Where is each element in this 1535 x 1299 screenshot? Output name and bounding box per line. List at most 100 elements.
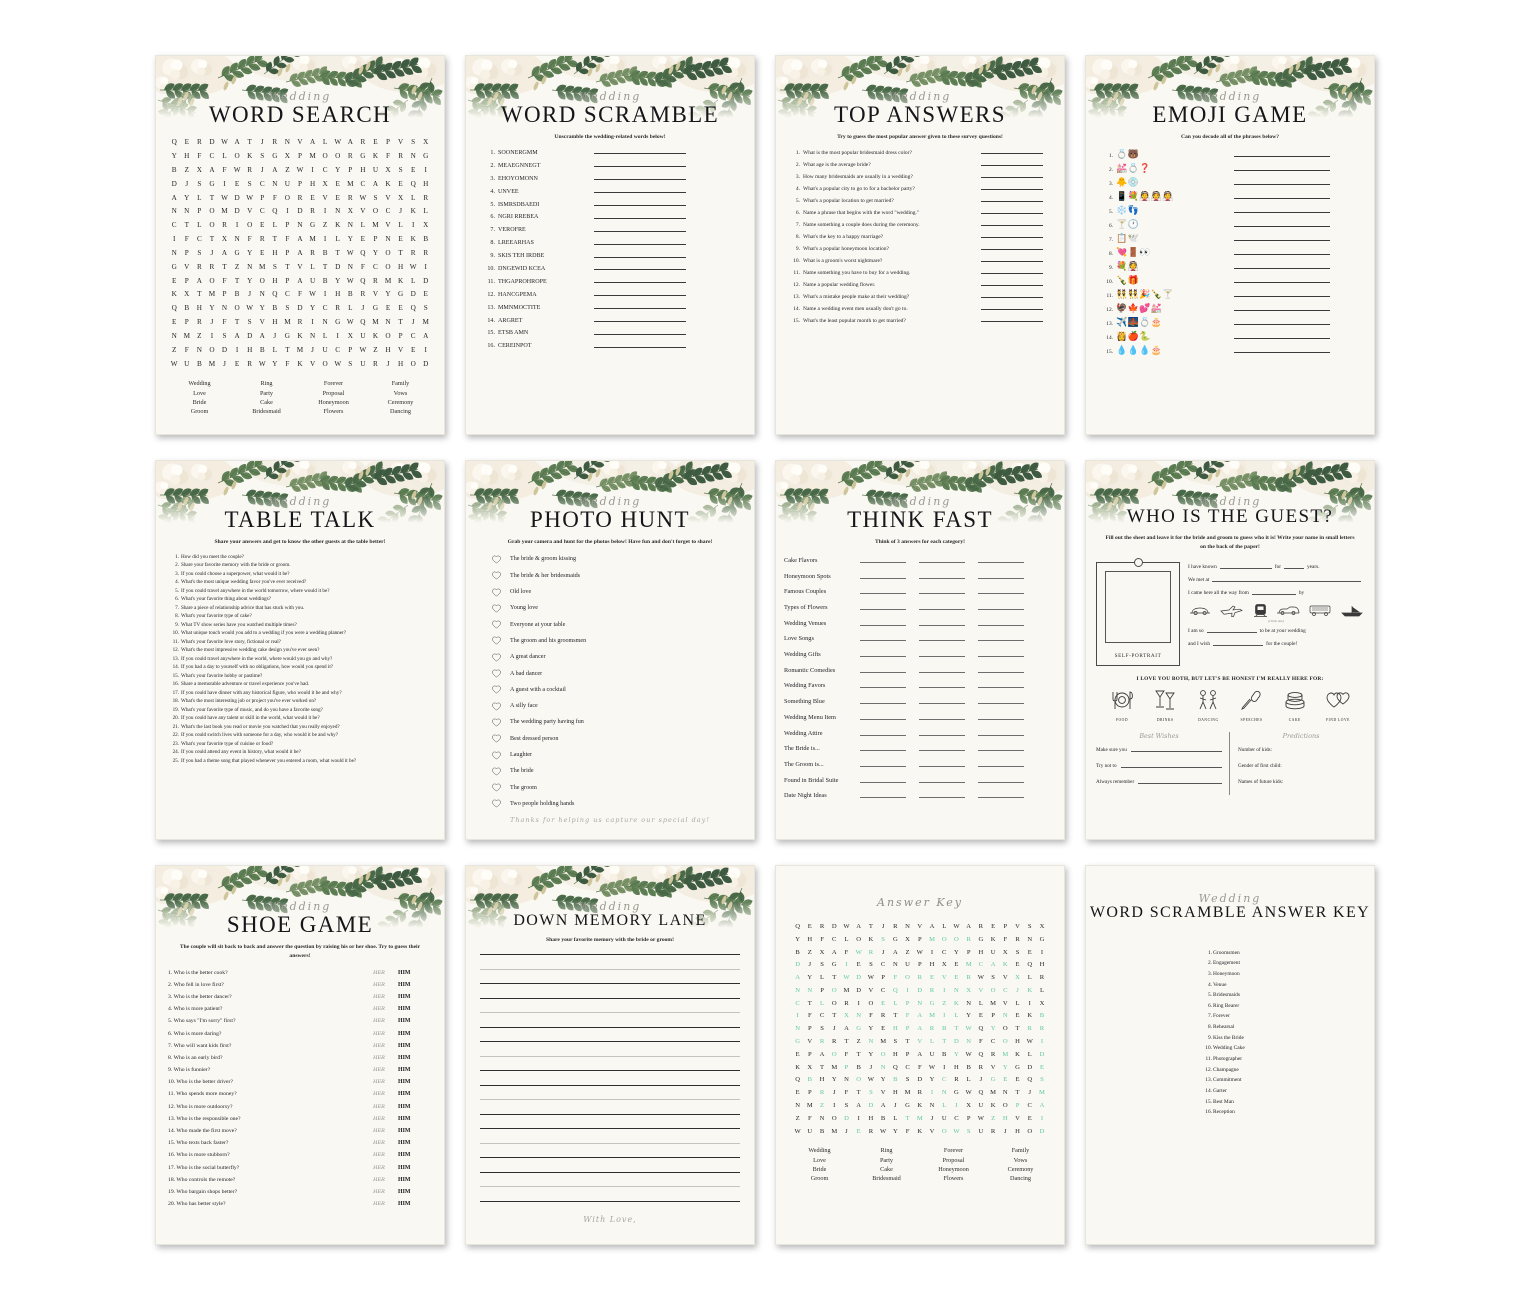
shoe-game-row[interactable]: 18. Who controls the remote? HER HIM (168, 1177, 432, 1183)
answer-blank[interactable] (1234, 226, 1330, 228)
her-option[interactable]: HER (373, 1164, 385, 1171)
answer-blank[interactable] (594, 205, 686, 207)
heart-icon[interactable] (492, 620, 501, 629)
survey-question-row[interactable]: 9. What's a popular honeymoon location? (792, 246, 1048, 252)
here-for-option-find-love[interactable]: FIND LOVE (1318, 689, 1358, 722)
best-wish-field[interactable]: Make sure you (1096, 747, 1222, 753)
answer-blank[interactable] (860, 609, 906, 611)
answer-blank[interactable] (981, 249, 1043, 251)
who-is-the-guest-form[interactable]: SELF-PORTRAIT I have known for years. We… (1086, 556, 1374, 796)
answer-blank[interactable] (1234, 212, 1330, 214)
think-fast-row[interactable]: Love Songs (784, 635, 1056, 642)
answer-blank[interactable] (594, 192, 686, 194)
shoe-game-row[interactable]: 14. Who made the first move? HER HIM (168, 1128, 432, 1134)
answer-blank[interactable] (981, 261, 1043, 263)
field-i-am-so[interactable]: I am so to be at your wedding (1188, 628, 1364, 634)
answer-blank[interactable] (978, 750, 1024, 752)
answer-blank[interactable] (978, 656, 1024, 658)
field-came-from[interactable]: I came here all the way from by (1188, 590, 1364, 596)
him-option[interactable]: HIM (398, 1140, 411, 1147)
answer-blank[interactable] (981, 177, 1043, 179)
scramble-item[interactable]: 8. LREEARHAS (482, 240, 738, 246)
card-think-fast[interactable]: Wedding THINK FAST Think of 3 answers fo… (775, 460, 1065, 840)
best-wish-field[interactable]: Try not to (1096, 763, 1222, 769)
answer-blank[interactable] (978, 577, 1024, 579)
her-option[interactable]: HER (373, 1006, 385, 1013)
her-option[interactable]: HER (373, 969, 385, 976)
prediction-field[interactable]: Gender of first child: (1238, 763, 1364, 769)
writing-line[interactable] (480, 1099, 740, 1101)
writing-line[interactable] (480, 1084, 740, 1086)
heart-icon[interactable] (492, 718, 501, 727)
think-fast-row[interactable]: Wedding Attire (784, 730, 1056, 737)
think-fast-row[interactable]: Cake Flavors (784, 557, 1056, 564)
her-option[interactable]: HER (373, 1067, 385, 1074)
blank-met-at[interactable] (1212, 580, 1361, 582)
emoji-puzzle-row[interactable]: 3. 🐥💿 (1102, 177, 1358, 187)
scramble-item[interactable]: 11. THGAPROHROPE (482, 279, 738, 285)
photo-hunt-item[interactable]: Laughter (492, 751, 754, 760)
heart-icon[interactable] (492, 767, 501, 776)
card-table-talk[interactable]: Wedding TABLE TALK Share your answers an… (155, 460, 445, 840)
writing-line[interactable] (480, 954, 740, 956)
emoji-puzzle-row[interactable]: 14. 👸🍎🐍 (1102, 331, 1358, 341)
scramble-item[interactable]: 7. VEROFRE (482, 227, 738, 233)
answer-blank[interactable] (919, 687, 965, 689)
survey-question-row[interactable]: 6. Name a phrase that begins with the wor… (792, 210, 1048, 216)
answer-blank[interactable] (1234, 282, 1330, 284)
writing-line[interactable] (480, 1012, 740, 1014)
her-option[interactable]: HER (373, 1176, 385, 1183)
answer-blank[interactable] (1234, 310, 1330, 312)
her-option[interactable]: HER (373, 1201, 385, 1208)
heart-icon[interactable] (492, 734, 501, 743)
photo-hunt-item[interactable]: The bride & groom kissing (492, 555, 754, 564)
answer-blank[interactable] (594, 166, 686, 168)
shoe-game-row[interactable]: 4. Who is more patient? HER HIM (168, 1006, 432, 1012)
think-fast-row[interactable]: Date Night Ideas (784, 792, 1056, 799)
shoe-game-row[interactable]: 16. Who is more stubborn? HER HIM (168, 1152, 432, 1158)
her-option[interactable]: HER (373, 1115, 385, 1122)
answer-blank[interactable] (978, 624, 1024, 626)
writing-line[interactable] (480, 1026, 740, 1028)
writing-line[interactable] (480, 1113, 740, 1115)
him-option[interactable]: HIM (398, 1128, 411, 1135)
heart-icon[interactable] (492, 653, 501, 662)
writing-line[interactable] (480, 983, 740, 985)
shoe-game-row[interactable]: 6. Who is more daring? HER HIM (168, 1031, 432, 1037)
photo-hunt-item[interactable]: A great dancer (492, 653, 754, 662)
her-option[interactable]: HER (373, 1140, 385, 1147)
emoji-puzzle-row[interactable]: 2. 💒💍❓ (1102, 163, 1358, 173)
him-option[interactable]: HIM (398, 1176, 411, 1183)
answer-blank[interactable] (978, 671, 1024, 673)
think-fast-row[interactable]: The Groom is... (784, 761, 1056, 768)
her-option[interactable]: HER (373, 1091, 385, 1098)
answer-blank[interactable] (919, 703, 965, 705)
answer-blank[interactable] (919, 734, 965, 736)
survey-question-row[interactable]: 3. How many bridesmaids are usually in a … (792, 174, 1048, 180)
answer-blank[interactable] (1234, 352, 1330, 354)
answer-blank[interactable] (919, 577, 965, 579)
answer-blank[interactable] (919, 781, 965, 783)
answer-blank[interactable] (860, 750, 906, 752)
card-emoji-game[interactable]: Wedding EMOJI GAME Can you decode all of… (1085, 55, 1375, 435)
heart-icon[interactable] (492, 799, 501, 808)
answer-blank[interactable] (860, 593, 906, 595)
answer-blank[interactable] (981, 237, 1043, 239)
answer-blank[interactable] (919, 718, 965, 720)
her-option[interactable]: HER (373, 1042, 385, 1049)
field-i-have-known[interactable]: I have known for years. (1188, 564, 1364, 570)
writing-line[interactable] (480, 997, 740, 999)
answer-blank[interactable] (860, 797, 906, 799)
scramble-item[interactable]: 15. ETSB AMN (482, 330, 738, 336)
heart-icon[interactable] (492, 571, 501, 580)
answer-blank[interactable] (981, 189, 1043, 191)
answer-blank[interactable] (981, 165, 1043, 167)
shoe-game-row[interactable]: 3. Who is the better dancer? HER HIM (168, 994, 432, 1000)
heart-icon[interactable] (492, 588, 501, 597)
memory-writing-lines[interactable] (466, 954, 754, 1202)
him-option[interactable]: HIM (398, 1091, 411, 1098)
answer-blank[interactable] (860, 656, 906, 658)
heart-icon[interactable] (492, 751, 501, 760)
writing-line[interactable] (480, 1070, 740, 1072)
answer-blank[interactable] (860, 671, 906, 673)
